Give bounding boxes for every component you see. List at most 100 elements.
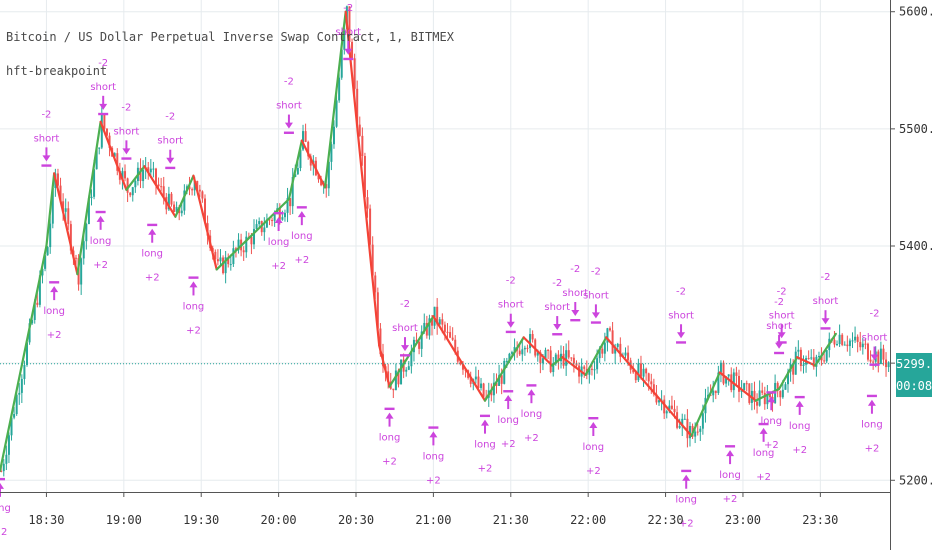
short-qty: -2 xyxy=(284,77,294,88)
short-qty: -2 xyxy=(506,276,516,287)
time-tick-label: 21:00 xyxy=(415,513,451,527)
candle-body xyxy=(469,377,472,384)
candle-body xyxy=(286,198,289,213)
candle-body xyxy=(861,343,864,348)
short-arrow-icon xyxy=(553,324,562,331)
candle-body xyxy=(2,463,5,472)
indicator-name[interactable]: hft-breakpoint xyxy=(6,64,108,78)
candle-body xyxy=(797,349,800,352)
short-qty: -2 xyxy=(777,286,787,297)
candle-body xyxy=(570,357,573,359)
candle-body xyxy=(761,390,764,393)
short-qty: -2 xyxy=(570,264,580,275)
zigzag-segment xyxy=(777,356,799,391)
time-tick-label: 22:00 xyxy=(570,513,606,527)
candle-body xyxy=(392,388,395,391)
candle-body xyxy=(268,219,271,221)
candle-body xyxy=(480,383,483,388)
candle-body xyxy=(477,376,480,388)
candle-body xyxy=(87,198,90,225)
candle-body xyxy=(869,359,872,362)
candle-body xyxy=(13,414,16,418)
candle-body xyxy=(397,370,400,385)
candle-body xyxy=(717,372,720,393)
candle-body xyxy=(825,350,828,362)
countdown-badge: 00:08 xyxy=(896,374,932,397)
candle-body xyxy=(650,381,653,385)
candle-body xyxy=(253,228,256,245)
candle-body xyxy=(23,365,26,379)
price-tick-label: 5600.0 xyxy=(899,5,932,19)
time-tick-label: 21:30 xyxy=(493,513,529,527)
candle-body xyxy=(415,339,418,342)
short-bar xyxy=(121,157,132,160)
candle-body xyxy=(332,126,335,145)
candle-body xyxy=(505,360,508,362)
candle-body xyxy=(170,193,173,205)
candle-body xyxy=(658,400,661,403)
short-bar xyxy=(283,131,294,134)
zigzag-segment xyxy=(584,336,608,376)
candle-body xyxy=(851,340,854,342)
candle-body xyxy=(823,360,826,362)
long-label: long xyxy=(521,409,543,420)
candle-body xyxy=(624,352,627,356)
candle-body xyxy=(271,220,274,222)
candle-body xyxy=(400,359,403,385)
long-label: long xyxy=(268,237,290,248)
short-arrow-icon xyxy=(99,103,108,110)
candle-body xyxy=(446,331,449,333)
zigzag-segment xyxy=(192,174,218,271)
short-label: short xyxy=(862,333,888,344)
short-label: short xyxy=(769,310,795,321)
candle-body xyxy=(113,153,116,157)
long-label: long xyxy=(719,470,741,481)
candle-body xyxy=(843,344,846,346)
time-tick-label: 18:30 xyxy=(28,513,64,527)
candle-body xyxy=(232,248,235,265)
zigzag-segment xyxy=(344,10,381,347)
candle-body xyxy=(121,171,124,180)
candle-body xyxy=(603,342,606,354)
candle-body xyxy=(510,352,513,354)
candle-body xyxy=(425,322,428,336)
candle-body xyxy=(526,347,529,349)
short-label: short xyxy=(544,302,570,313)
candle-body xyxy=(134,181,137,188)
candle-body xyxy=(583,366,586,369)
long-qty: +2 xyxy=(764,440,779,451)
candle-body xyxy=(129,192,132,196)
candle-body xyxy=(59,185,62,202)
candle-body xyxy=(848,340,851,347)
long-label: long xyxy=(761,416,783,427)
short-arrow-icon xyxy=(870,354,879,361)
long-bar xyxy=(0,477,5,481)
candle-body xyxy=(41,268,44,276)
symbol-title[interactable]: Bitcoin / US Dollar Perpetual Inverse Sw… xyxy=(6,30,454,44)
candle-body xyxy=(18,392,21,395)
candle-body xyxy=(503,360,506,384)
zigzag-segment xyxy=(45,172,56,248)
candle-body xyxy=(139,167,142,182)
short-qty: -2 xyxy=(870,309,880,320)
candle-body xyxy=(198,189,201,192)
candle-body xyxy=(619,343,622,357)
short-bar xyxy=(820,327,831,330)
candle-body xyxy=(436,306,439,325)
long-bar xyxy=(503,390,514,393)
candle-body xyxy=(807,358,810,360)
zigzag-segment xyxy=(287,139,303,201)
short-qty: -2 xyxy=(121,102,131,113)
candle-body xyxy=(227,257,230,265)
candle-body xyxy=(154,168,157,185)
short-arrow-icon xyxy=(401,345,410,352)
candle-body xyxy=(263,227,266,233)
candle-body xyxy=(554,354,557,364)
candle-body xyxy=(126,178,129,193)
candle-body xyxy=(327,161,330,189)
candle-body xyxy=(75,257,78,259)
candle-body xyxy=(864,343,867,345)
candle-body xyxy=(317,175,320,180)
